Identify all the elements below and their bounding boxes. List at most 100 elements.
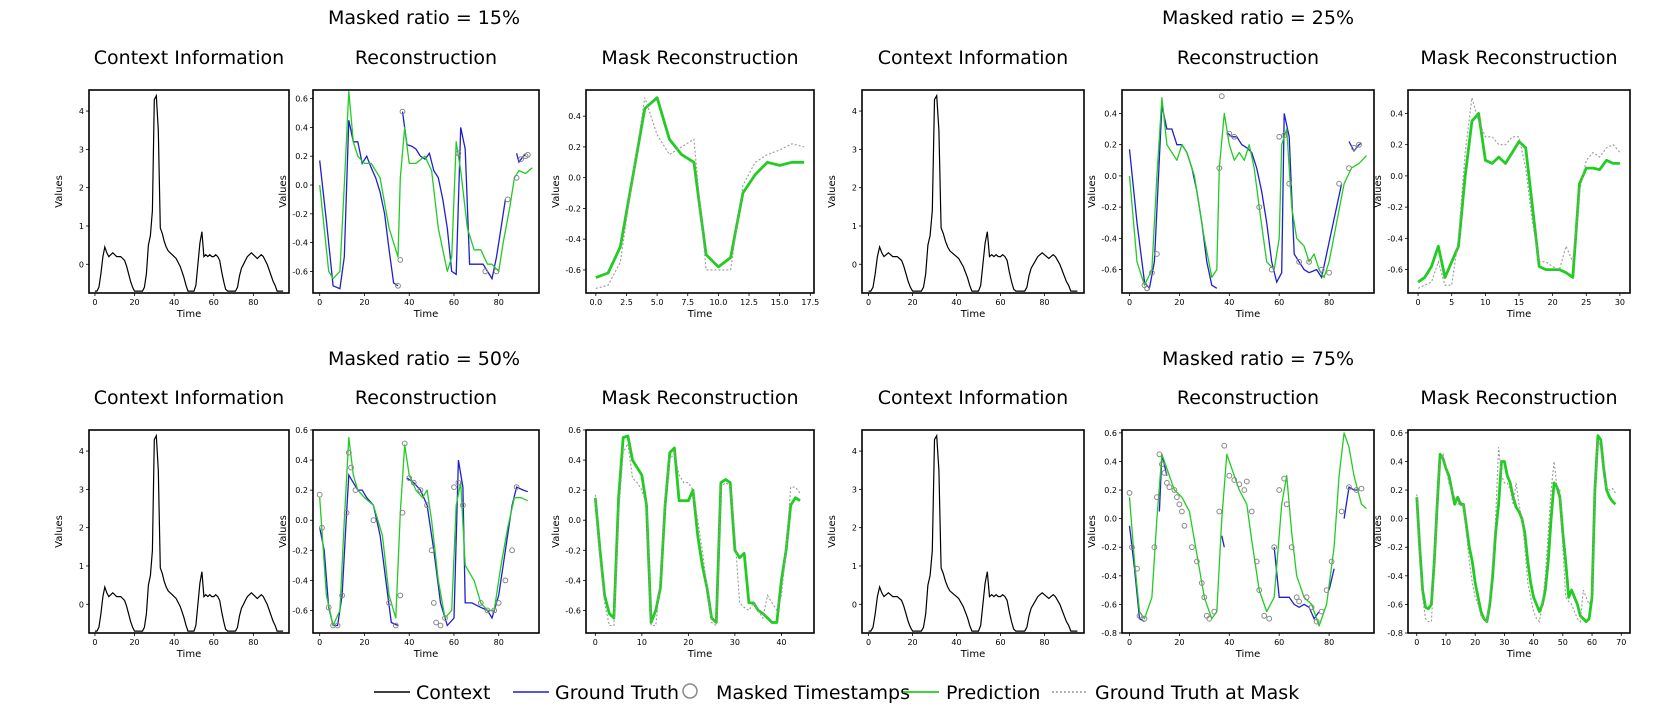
x-tick-label: 0 [1127,638,1132,647]
masked-point [1151,544,1158,551]
masked-point [1256,204,1263,211]
masked-point [1271,544,1278,551]
masked-point [1288,544,1295,551]
y-tick-label: -0.8 [1101,629,1117,638]
plot-frame [1121,89,1375,294]
y-tick-label: 3 [852,145,857,154]
y-tick-label: 0.0 [1390,172,1403,181]
x-tick-label: 40 [404,298,414,307]
y-axis-label: Values [54,175,65,208]
y-tick-label: -0.2 [1101,203,1117,212]
masked-point [1268,266,1275,273]
y-tick-label: 2 [852,524,857,533]
x-tick-label: 0 [317,298,322,307]
x-axis-label: Time [687,649,712,660]
x-tick-label: 0 [92,298,97,307]
masked-point [386,600,393,606]
x-tick-label: 20 [683,638,693,647]
masked-point [1176,501,1183,508]
x-tick-label: 20 [1470,638,1480,647]
y-tick-label: 0.2 [568,143,581,152]
x-tick-label: 80 [248,298,258,307]
masked-point [1328,558,1335,565]
x-axis-label: Time [960,309,985,320]
x-tick-label: 40 [169,298,179,307]
masked-point [513,484,520,491]
masked-point [428,547,435,554]
ground-truth-line [1273,547,1320,621]
x-tick-label: 20 [907,638,917,647]
masked-point [1308,604,1315,611]
y-tick-label: 1 [852,222,857,231]
x-tick-label: 20 [1174,638,1184,647]
y-tick-label: 0.2 [295,152,308,161]
y-tick-label: 4 [79,447,84,456]
y-tick-label: -0.4 [1387,572,1403,581]
x-tick-label: 40 [404,638,414,647]
masked-point [392,622,399,629]
x-tick-label: 60 [209,298,219,307]
masked-point [1283,501,1290,508]
x-tick-label: 20 [1548,298,1558,307]
masked-point [1243,478,1250,485]
x-tick-label: 0 [317,638,322,647]
masked-point [1179,508,1185,515]
plot-frame [1407,429,1631,634]
y-tick-label: -0.6 [565,606,581,615]
y-tick-label: -0.2 [1101,543,1117,552]
x-tick-label: 2.5 [620,298,633,307]
masked-point [1318,608,1325,615]
x-tick-label: 12.5 [740,298,758,307]
x-tick-label: 40 [951,298,961,307]
x-tick-label: 0 [1127,298,1132,307]
y-tick-label: 0.4 [1390,457,1403,466]
x-tick-label: 60 [449,638,459,647]
masked-point [1296,598,1302,605]
y-tick-label: 0.4 [1104,109,1117,118]
panel-title: Reconstruction [355,47,497,69]
masked-point [1226,472,1233,479]
masked-point [397,592,404,599]
y-tick-label: 0 [852,260,857,269]
x-tick-label: 30 [730,638,740,647]
masked-point [1241,487,1248,493]
prediction-line [1415,434,1617,623]
plot-frame [312,429,540,634]
context-line [868,93,1078,292]
y-tick-label: -0.2 [1387,203,1403,212]
y-tick-label: -0.4 [292,239,308,248]
x-tick-label: 15 [1514,298,1524,307]
x-tick-label: 40 [169,638,179,647]
gt-mask-line [595,97,805,289]
masked-point [1154,494,1160,501]
masked-point [1159,461,1165,468]
masked-point [1226,130,1233,137]
legend-context-label: Context [416,682,490,704]
x-tick-label: 20 [359,638,369,647]
group-title: Masked ratio = 50% [328,348,520,370]
y-tick-label: 1 [852,562,857,571]
masked-point [1253,558,1260,565]
x-axis-label: Time [413,309,438,320]
y-tick-label: -0.6 [292,606,308,615]
y-tick-label: 2 [79,524,84,533]
masked-point [1189,544,1195,551]
y-tick-label: 0.4 [295,123,308,132]
x-tick-label: 20 [129,298,139,307]
masked-point [1323,587,1330,593]
y-tick-label: 0.2 [1390,141,1403,150]
ground-truth-line [1128,105,1218,290]
x-tick-label: 0 [92,638,97,647]
x-tick-label: 17.5 [801,298,819,307]
y-tick-label: 0.4 [568,456,581,465]
x-tick-label: 80 [248,638,258,647]
masked-point [1218,93,1225,100]
x-tick-label: 40 [1224,298,1234,307]
chart-panel: Context Information 0 20 40 60 80 0 1 2 3 4 Time Val… [54,47,290,320]
x-tick-label: 80 [1039,638,1049,647]
legend-ground-truth-label: Ground Truth [555,682,679,704]
y-tick-label: -0.6 [1101,266,1117,275]
y-tick-label: 0.2 [295,486,308,495]
x-tick-label: 20 [907,298,917,307]
y-axis-label: Values [1087,175,1098,208]
